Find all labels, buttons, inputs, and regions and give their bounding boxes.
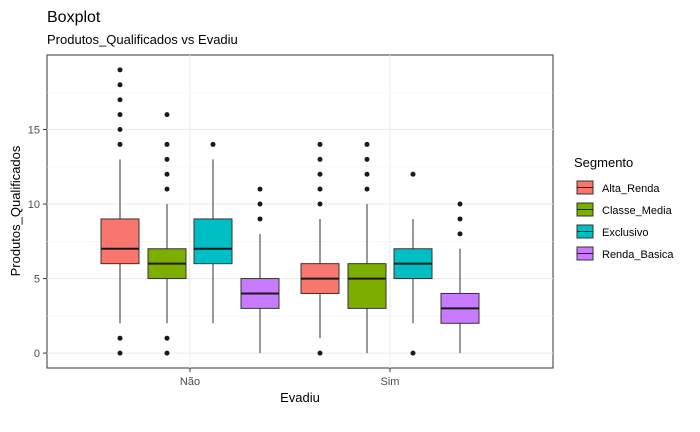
legend-item-Renda_Basica: Renda_Basica	[576, 246, 674, 261]
outlier-point	[317, 171, 323, 177]
outlier-point	[317, 186, 323, 192]
y-tick-label: 15	[28, 125, 40, 137]
outlier-point	[164, 171, 170, 177]
box-Exclusivo-Sim	[393, 171, 433, 356]
chart-subtitle: Produtos_Qualificados vs Evadiu	[47, 32, 238, 47]
legend-label: Alta_Renda	[602, 183, 660, 195]
outlier-point	[317, 156, 323, 162]
outlier-point	[164, 186, 170, 192]
legend-title: Segmento	[574, 155, 633, 170]
outlier-point	[117, 141, 123, 147]
y-tick-label: 0	[34, 348, 40, 360]
x-tick-label: Sim	[381, 376, 400, 388]
y-axis: 0 5 10 15	[28, 125, 47, 360]
outlier-point	[164, 141, 170, 147]
legend-item-Classe_Media: Classe_Media	[576, 202, 673, 217]
outlier-point	[457, 201, 463, 207]
outlier-point	[210, 141, 216, 147]
outlier-point	[117, 67, 123, 73]
legend-label: Exclusivo	[602, 227, 648, 239]
y-tick-label: 10	[28, 199, 40, 211]
outlier-point	[364, 156, 370, 162]
outlier-point	[117, 82, 123, 88]
y-tick-label: 5	[34, 274, 40, 286]
outlier-point	[117, 127, 123, 133]
outlier-point	[457, 231, 463, 237]
outlier-point	[164, 156, 170, 162]
outlier-point	[410, 350, 416, 356]
outlier-point	[364, 186, 370, 192]
legend-label: Renda_Basica	[602, 249, 674, 261]
outlier-point	[317, 141, 323, 147]
y-axis-title: Produtos_Qualificados	[8, 145, 23, 276]
chart-title: Boxplot	[47, 9, 101, 26]
box-Renda_Basica-Sim	[440, 201, 480, 354]
box-Exclusivo-Não	[193, 141, 233, 324]
outlier-point	[164, 112, 170, 118]
box-Alta_Renda-Não	[100, 67, 140, 356]
outlier-point	[257, 201, 263, 207]
box-body	[347, 263, 387, 309]
outlier-point	[117, 350, 123, 356]
outlier-point	[317, 350, 323, 356]
outlier-point	[164, 335, 170, 341]
outlier-point	[410, 171, 416, 177]
box-Classe_Media-Não	[147, 112, 187, 356]
box-Renda_Basica-Não	[240, 186, 280, 354]
legend-label: Classe_Media	[602, 205, 673, 217]
box-body	[193, 218, 233, 265]
outlier-point	[364, 141, 370, 147]
legend-item-Alta_Renda: Alta_Renda	[576, 180, 660, 195]
x-axis-title: Evadiu	[280, 390, 320, 405]
boxes-layer	[100, 67, 480, 356]
legend: Segmento Alta_Renda Classe_Media Exclusivo…	[574, 155, 674, 261]
outlier-point	[257, 216, 263, 222]
x-tick-label: Não	[180, 376, 200, 388]
outlier-point	[457, 216, 463, 222]
outlier-point	[257, 186, 263, 192]
outlier-point	[317, 201, 323, 207]
legend-item-Exclusivo: Exclusivo	[576, 224, 648, 239]
outlier-point	[117, 335, 123, 341]
box-Classe_Media-Sim	[347, 141, 387, 354]
box-body	[100, 218, 140, 265]
outlier-point	[117, 112, 123, 118]
box-Alta_Renda-Sim	[300, 141, 340, 356]
outlier-point	[164, 350, 170, 356]
outlier-point	[364, 171, 370, 177]
x-axis: Não Sim	[180, 368, 400, 388]
outlier-point	[117, 97, 123, 103]
